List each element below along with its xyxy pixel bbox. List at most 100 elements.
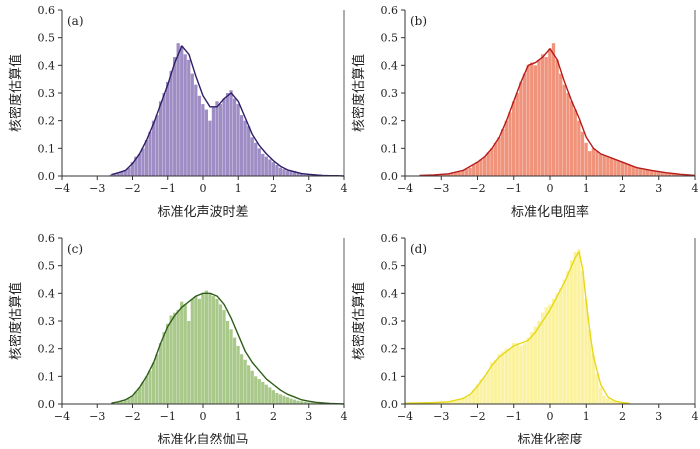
x-tick-label: −1 bbox=[506, 182, 522, 195]
histogram-bar bbox=[141, 148, 144, 176]
histogram-bar bbox=[184, 54, 187, 176]
histogram-bar bbox=[251, 371, 254, 404]
histogram-bar bbox=[552, 299, 555, 404]
histogram-bar bbox=[574, 252, 577, 404]
histogram-bar bbox=[635, 168, 638, 176]
histogram-bar bbox=[541, 313, 544, 404]
histogram-bar bbox=[494, 360, 497, 404]
histogram-bar bbox=[603, 396, 606, 404]
histogram-bar bbox=[152, 363, 155, 405]
histogram-bar bbox=[545, 57, 548, 176]
histogram-bar bbox=[541, 54, 544, 176]
histogram-bar bbox=[483, 157, 486, 176]
histogram-bar bbox=[138, 154, 141, 176]
histogram-bar bbox=[646, 170, 649, 176]
histogram-bar bbox=[212, 107, 215, 176]
histogram-bar bbox=[229, 329, 232, 404]
histogram-bar bbox=[170, 71, 173, 176]
x-tick-label: −2 bbox=[469, 410, 485, 423]
x-tick-label: 0 bbox=[200, 410, 207, 423]
y-tick-label: 0.3 bbox=[381, 315, 399, 328]
histogram-bar bbox=[559, 288, 562, 404]
histogram-bar bbox=[563, 85, 566, 176]
x-tick-label: 4 bbox=[692, 410, 699, 423]
histogram-bar bbox=[282, 169, 285, 176]
histogram-bar bbox=[286, 397, 289, 404]
y-tick-label: 0.0 bbox=[381, 398, 399, 411]
histogram-bar bbox=[162, 332, 165, 404]
histogram-bar bbox=[215, 101, 218, 176]
histogram-bar bbox=[219, 104, 222, 176]
histogram-bar bbox=[212, 296, 215, 404]
histogram-bar bbox=[508, 349, 511, 404]
histogram-bar bbox=[272, 390, 275, 404]
histogram-bar bbox=[268, 159, 271, 176]
y-axis-title: 核密度估算值 bbox=[8, 282, 24, 360]
histogram-bar bbox=[145, 376, 148, 404]
histogram-bar bbox=[236, 104, 239, 176]
histogram-bar bbox=[170, 315, 173, 404]
histogram-bar bbox=[180, 46, 183, 176]
histogram-bar bbox=[476, 162, 479, 176]
x-tick-label: 3 bbox=[655, 410, 662, 423]
histogram-bar bbox=[548, 49, 551, 176]
histogram-bar bbox=[530, 63, 533, 176]
histogram-bar bbox=[226, 93, 229, 176]
x-tick-label: 3 bbox=[305, 410, 312, 423]
histogram-bar bbox=[191, 74, 194, 176]
x-tick-label: 1 bbox=[583, 182, 590, 195]
histogram-bar bbox=[497, 354, 500, 404]
y-tick-label: 0.0 bbox=[38, 398, 56, 411]
histogram-bar bbox=[628, 165, 631, 176]
histogram-bar bbox=[483, 376, 486, 404]
y-tick-label: 0.6 bbox=[381, 232, 399, 245]
histogram-bar bbox=[279, 168, 282, 176]
histogram-bar bbox=[205, 110, 208, 176]
histogram-bar bbox=[219, 304, 222, 404]
y-tick-label: 0.5 bbox=[381, 260, 399, 273]
histogram-bar bbox=[244, 360, 247, 404]
histogram-bar bbox=[198, 299, 201, 404]
histogram-bar bbox=[548, 304, 551, 404]
histogram-bar bbox=[458, 172, 461, 176]
histogram-bar bbox=[599, 387, 602, 404]
y-tick-label: 0.6 bbox=[38, 4, 56, 17]
histogram-bar bbox=[208, 121, 211, 176]
histogram-bar bbox=[555, 60, 558, 176]
histogram-bar bbox=[265, 385, 268, 404]
histogram-bar bbox=[265, 157, 268, 176]
histogram-bar bbox=[180, 302, 183, 404]
y-axis-title: 核密度估算值 bbox=[351, 282, 367, 360]
histogram-bar bbox=[465, 397, 468, 404]
y-tick-label: 0.1 bbox=[38, 142, 56, 155]
histogram-bar bbox=[177, 310, 180, 404]
histogram-bar bbox=[595, 151, 598, 176]
histogram-bar bbox=[155, 115, 158, 176]
histogram-bar bbox=[617, 161, 620, 176]
histogram-bar bbox=[574, 110, 577, 176]
histogram-bar bbox=[247, 365, 250, 404]
histogram-bar bbox=[563, 280, 566, 405]
x-axis-title: 标准化电阻率 bbox=[511, 204, 589, 220]
histogram-bar bbox=[505, 349, 508, 404]
histogram-bar bbox=[519, 346, 522, 404]
histogram-bar bbox=[505, 121, 508, 176]
y-axis-title: 核密度估算值 bbox=[351, 54, 367, 132]
histogram-bar bbox=[530, 332, 533, 404]
histogram-bar bbox=[458, 400, 461, 404]
histogram-bar bbox=[177, 43, 180, 176]
histogram-bar bbox=[229, 90, 232, 176]
histogram-bar bbox=[187, 321, 190, 404]
x-tick-label: −4 bbox=[54, 182, 70, 195]
y-tick-label: 0.4 bbox=[38, 287, 56, 300]
histogram-bar bbox=[566, 271, 569, 404]
y-tick-label: 0.6 bbox=[381, 4, 399, 17]
x-tick-label: −1 bbox=[160, 410, 176, 423]
histogram-bar bbox=[148, 371, 151, 404]
histogram-bar bbox=[279, 394, 282, 404]
y-tick-label: 0.2 bbox=[381, 115, 399, 128]
x-tick-label: 4 bbox=[341, 182, 348, 195]
